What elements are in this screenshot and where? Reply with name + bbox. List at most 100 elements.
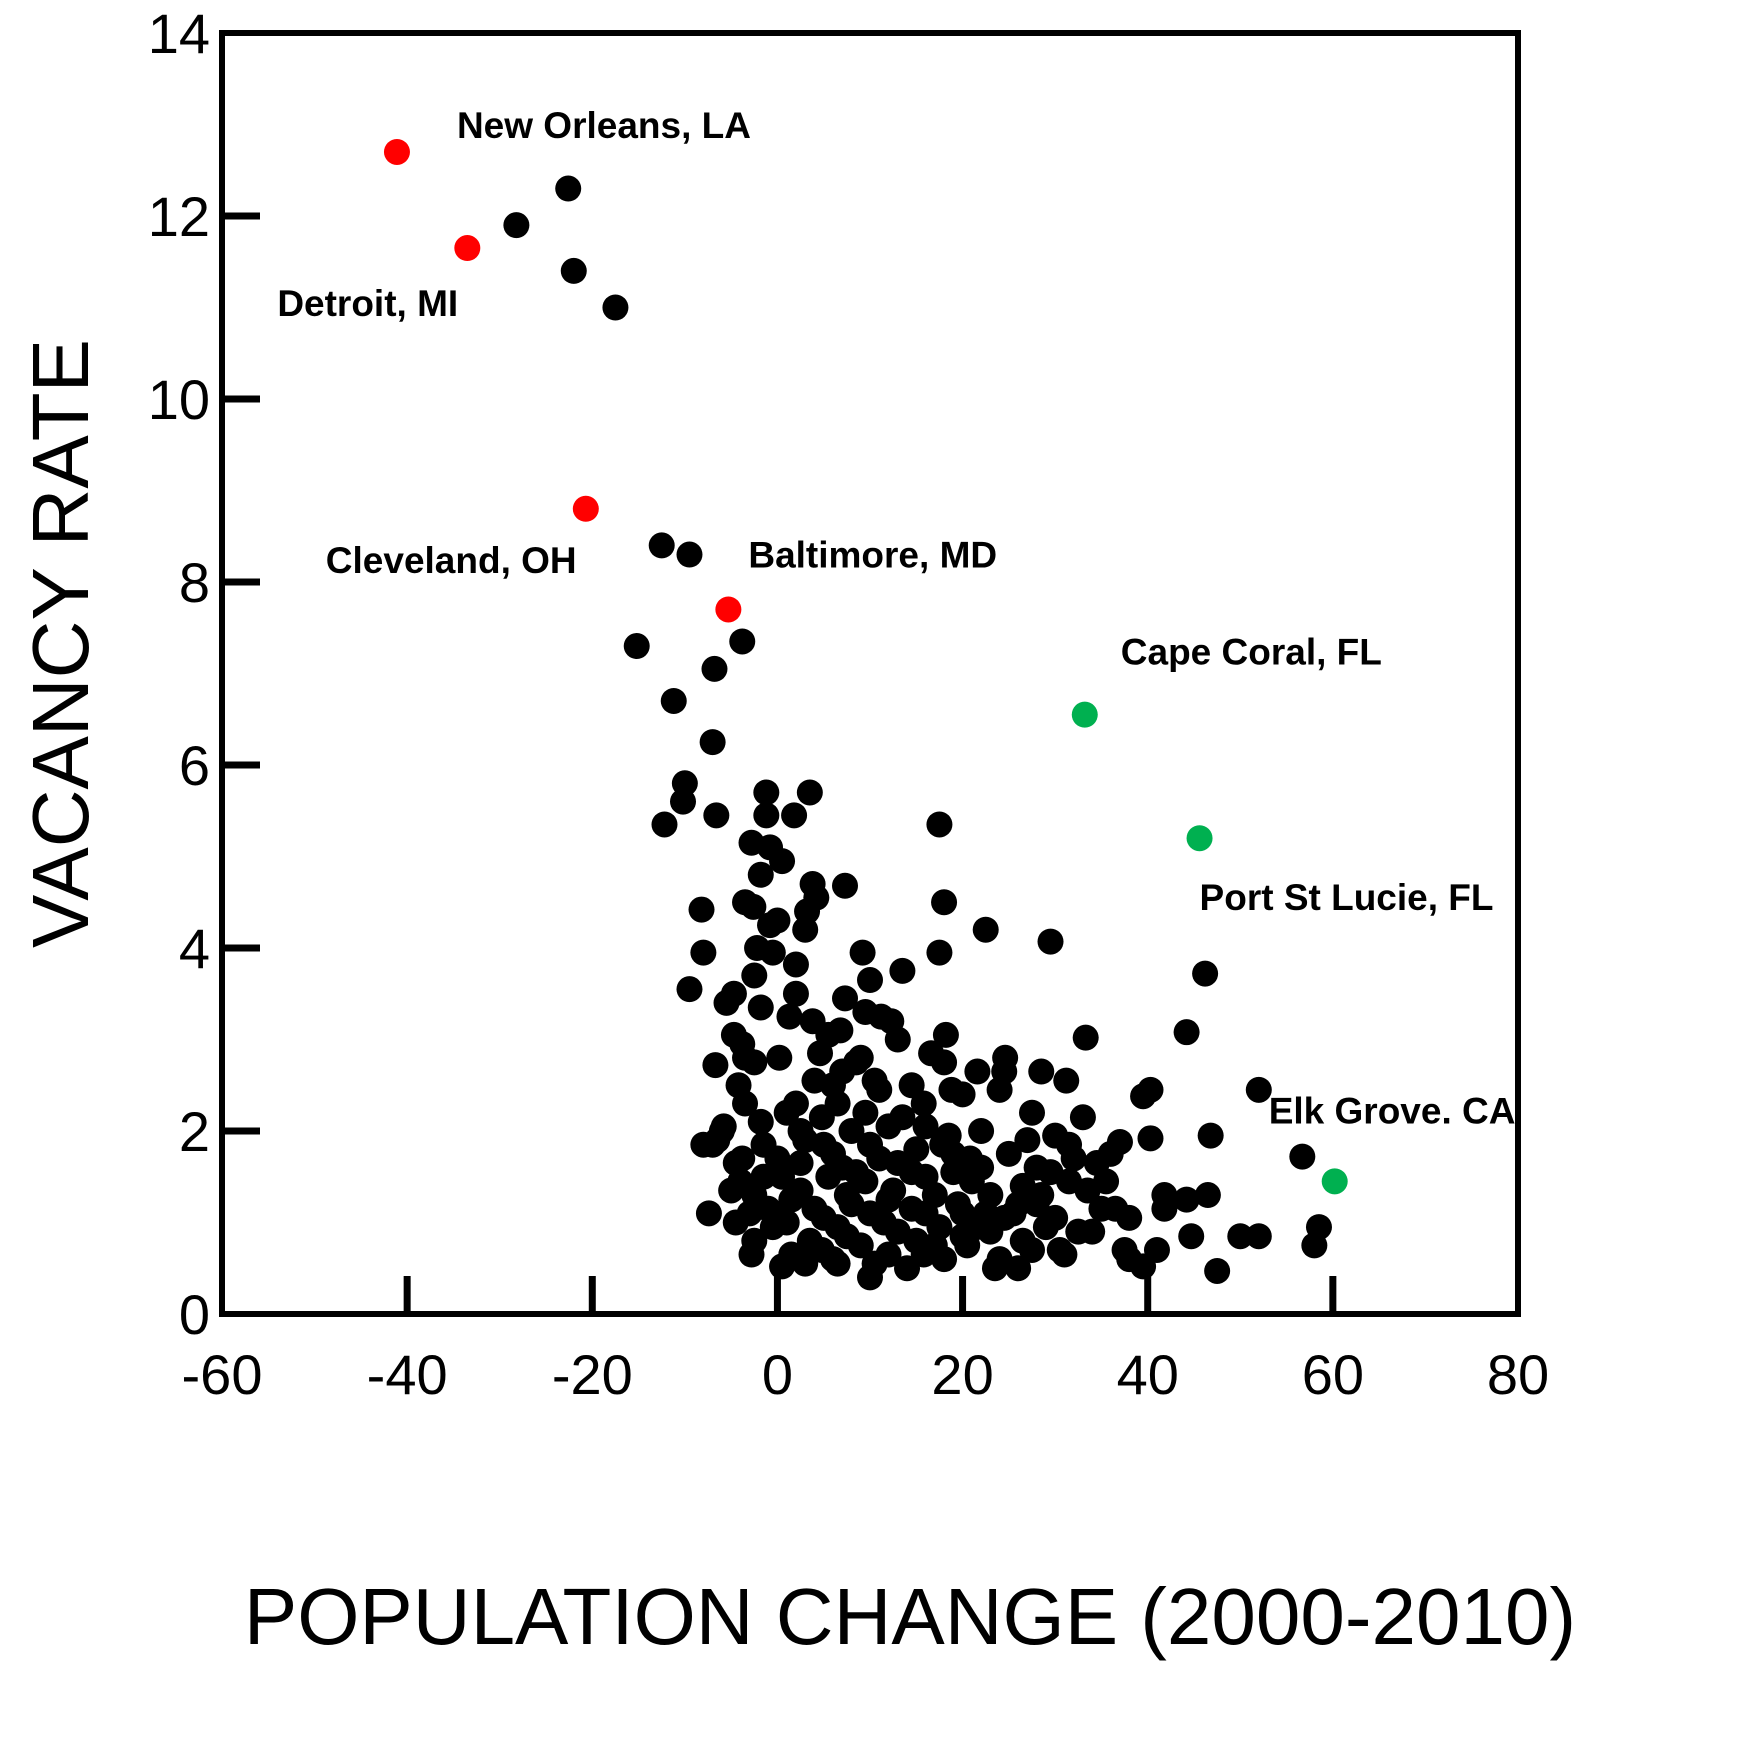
data-point bbox=[1106, 1128, 1133, 1155]
data-point bbox=[815, 1163, 842, 1190]
y-tick-label: 6 bbox=[179, 734, 210, 797]
data-point bbox=[807, 1040, 834, 1067]
data-point bbox=[766, 1204, 793, 1231]
data-point bbox=[699, 729, 726, 756]
x-tick-label: 20 bbox=[931, 1343, 993, 1406]
data-point bbox=[688, 896, 715, 923]
data-point bbox=[1137, 1125, 1164, 1152]
data-point bbox=[1023, 1191, 1050, 1218]
data-point bbox=[968, 1118, 995, 1144]
x-tick-label: -60 bbox=[182, 1343, 263, 1406]
data-point bbox=[824, 1090, 851, 1117]
x-tick-label: 80 bbox=[1487, 1343, 1549, 1406]
data-point bbox=[729, 1145, 756, 1172]
data-point bbox=[1005, 1255, 1032, 1282]
y-tick-label: 14 bbox=[148, 2, 210, 65]
data-point bbox=[852, 1099, 879, 1126]
highlighted-point bbox=[715, 596, 742, 623]
y-tick-label: 10 bbox=[148, 368, 210, 431]
highlighted-point bbox=[1186, 825, 1213, 852]
data-point bbox=[972, 916, 999, 943]
city-annotation: New Orleans, LA bbox=[457, 105, 751, 146]
data-point bbox=[1178, 1223, 1205, 1250]
data-point bbox=[695, 1200, 722, 1227]
data-point bbox=[753, 779, 780, 806]
data-point bbox=[729, 628, 756, 655]
data-point bbox=[651, 811, 678, 838]
data-point bbox=[884, 1218, 911, 1245]
data-point bbox=[832, 872, 859, 899]
data-point bbox=[766, 1044, 793, 1071]
data-point bbox=[787, 1150, 814, 1177]
data-point bbox=[782, 1090, 809, 1117]
data-point bbox=[1037, 928, 1064, 955]
data-point bbox=[676, 541, 703, 568]
data-point bbox=[1037, 1159, 1064, 1186]
data-point bbox=[753, 802, 780, 829]
data-point bbox=[701, 655, 728, 682]
data-point bbox=[833, 1223, 860, 1250]
data-point bbox=[759, 939, 786, 966]
data-point bbox=[1197, 1122, 1224, 1149]
data-point bbox=[738, 1241, 765, 1268]
data-point bbox=[832, 985, 859, 1012]
data-point bbox=[889, 1104, 916, 1131]
data-point bbox=[910, 1241, 937, 1268]
data-point bbox=[995, 1140, 1022, 1167]
data-point bbox=[741, 962, 768, 989]
data-point bbox=[1137, 1076, 1164, 1103]
data-point bbox=[898, 1159, 925, 1186]
data-point bbox=[1069, 1104, 1096, 1131]
axis-ticks: -60 -40 -20 0 20 40 60 80 0 2 4 6 8 10 12 14 bbox=[148, 2, 1549, 1406]
data-point bbox=[1245, 1223, 1272, 1250]
data-point bbox=[503, 212, 530, 239]
data-point bbox=[1173, 1019, 1200, 1046]
data-point bbox=[702, 1052, 729, 1079]
data-point bbox=[792, 1127, 819, 1154]
data-point bbox=[898, 1072, 925, 1099]
data-point bbox=[986, 1076, 1013, 1103]
y-tick-label: 0 bbox=[179, 1283, 210, 1346]
data-point bbox=[1014, 1127, 1041, 1154]
data-point bbox=[932, 1021, 959, 1048]
data-point bbox=[1130, 1253, 1157, 1280]
data-point bbox=[964, 1058, 991, 1085]
data-point bbox=[796, 779, 823, 806]
data-point bbox=[670, 788, 697, 815]
annotations: New Orleans, LA Detroit, MI Cleveland, OH B… bbox=[277, 105, 1515, 1131]
data-point bbox=[849, 939, 876, 966]
data-point bbox=[623, 633, 650, 660]
data-point bbox=[778, 1186, 805, 1213]
data-point bbox=[843, 1159, 870, 1186]
data-point bbox=[912, 1113, 939, 1140]
data-point bbox=[740, 893, 767, 920]
data-point bbox=[782, 980, 809, 1007]
data-point bbox=[747, 1108, 774, 1135]
data-point bbox=[747, 994, 774, 1021]
data-point bbox=[926, 811, 953, 838]
x-tick-label: -40 bbox=[367, 1343, 448, 1406]
city-annotation: Cleveland, OH bbox=[326, 540, 577, 581]
data-point bbox=[1102, 1195, 1129, 1222]
data-point bbox=[861, 1250, 888, 1277]
data-point bbox=[1227, 1223, 1254, 1250]
data-point bbox=[857, 967, 883, 994]
y-tick-label: 4 bbox=[179, 917, 210, 980]
data-point bbox=[981, 1255, 1008, 1282]
data-point bbox=[808, 1236, 835, 1263]
data-point bbox=[750, 1163, 777, 1190]
data-point bbox=[690, 939, 717, 966]
data-point bbox=[810, 1204, 837, 1231]
data-point bbox=[1173, 1186, 1200, 1213]
data-point bbox=[736, 1200, 763, 1227]
data-point bbox=[769, 848, 796, 875]
data-point bbox=[931, 1049, 958, 1076]
data-point bbox=[1093, 1168, 1120, 1195]
data-point bbox=[838, 1191, 865, 1218]
data-point bbox=[956, 1145, 983, 1172]
data-point bbox=[1204, 1257, 1231, 1284]
data-point bbox=[555, 175, 582, 202]
data-point bbox=[889, 957, 916, 984]
data-point bbox=[1053, 1067, 1080, 1094]
data-points bbox=[503, 175, 1332, 1291]
